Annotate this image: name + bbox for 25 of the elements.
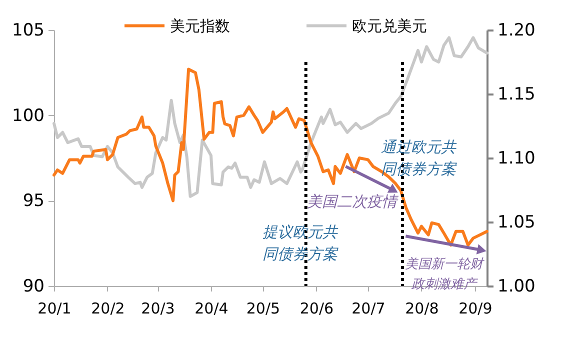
x-tick-label: 20/5 — [246, 300, 280, 318]
x-tick-label: 20/4 — [194, 300, 228, 318]
line-series — [52, 68, 488, 247]
x-tick-label: 20/9 — [458, 300, 492, 318]
x-tick-label: 20/7 — [352, 300, 386, 318]
annotation: 美国新一轮财政刺激难产 — [404, 256, 485, 292]
x-tick-label: 20/6 — [300, 300, 334, 318]
ref-line-label: 提议欧元共同债券方案 — [262, 223, 338, 263]
y2-tick-label: 1.05 — [498, 212, 536, 232]
x-tick-label: 20/1 — [38, 300, 72, 318]
x-tick-label: 20/3 — [141, 300, 175, 318]
y2-tick-label: 1.10 — [498, 148, 536, 168]
x-tick-label: 20/8 — [405, 300, 439, 318]
legend-label: 欧元兑美元 — [352, 16, 427, 35]
y2-tick-label: 1.20 — [498, 20, 536, 40]
y-tick-label: 90 — [22, 276, 44, 296]
x-tick-label: 20/2 — [91, 300, 125, 318]
y2-tick-label: 1.00 — [498, 276, 536, 296]
y2-tick-label: 1.15 — [498, 84, 536, 104]
y-tick-label: 95 — [22, 191, 44, 212]
legend-label: 美元指数 — [170, 16, 230, 35]
ref-line-label: 通过欧元共同债券方案 — [380, 138, 457, 178]
y-tick-label: 105 — [12, 20, 44, 40]
annotation: 美国二次疫情 — [306, 192, 399, 210]
y-tick-label: 100 — [12, 106, 44, 126]
